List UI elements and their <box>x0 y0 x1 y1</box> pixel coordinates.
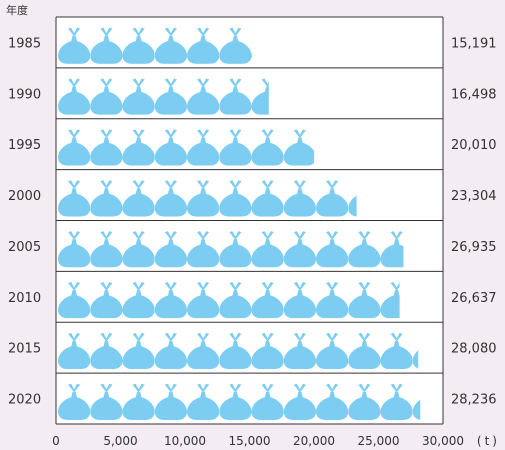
bar-row: 1985 15,191 <box>8 27 497 64</box>
y-axis-title: 年度 <box>6 3 28 17</box>
category-label: 2005 <box>8 240 41 255</box>
x-axis-ticks: 0 5,000 10,000 15,000 20,000 25,000 30,000 <box>52 434 464 448</box>
value-label: 23,304 <box>451 189 497 204</box>
value-label: 26,637 <box>451 291 497 306</box>
value-label: 15,191 <box>451 36 497 51</box>
x-tick-label: 0 <box>52 434 60 448</box>
value-label: 28,080 <box>451 342 497 357</box>
bar-row: 1990 16,498 <box>8 67 497 115</box>
bar-row: 1995 20,010 <box>8 118 497 166</box>
x-tick-label: 10,000 <box>164 434 206 448</box>
category-label: 2020 <box>8 393 41 408</box>
x-axis-unit: (t) <box>477 434 500 448</box>
category-label: 2000 <box>8 189 41 204</box>
bar-row: 2000 23,304 <box>8 169 497 217</box>
x-tick-label: 15,000 <box>229 434 271 448</box>
category-label: 1990 <box>8 87 41 102</box>
category-label: 2010 <box>8 291 41 306</box>
value-label: 26,935 <box>451 240 497 255</box>
bar-row: 2020 28,236 <box>8 372 497 420</box>
x-tick-label: 30,000 <box>422 434 464 448</box>
x-tick-label: 20,000 <box>293 434 335 448</box>
value-label: 20,010 <box>451 138 497 153</box>
bar-row: 2005 26,935 <box>8 220 497 268</box>
x-tick-label: 5,000 <box>103 434 137 448</box>
value-label: 28,236 <box>451 393 497 408</box>
category-label: 1985 <box>8 36 41 51</box>
bar-rows: 1985 15,191 1990 16,498 1995 20,010 2000 23,304… <box>8 27 497 420</box>
category-label: 1995 <box>8 138 41 153</box>
bar-row: 2015 28,080 <box>8 321 497 370</box>
bar-row: 2010 26,637 <box>8 270 497 319</box>
x-tick-label: 25,000 <box>358 434 400 448</box>
value-label: 16,498 <box>451 87 497 102</box>
category-label: 2015 <box>8 342 41 357</box>
